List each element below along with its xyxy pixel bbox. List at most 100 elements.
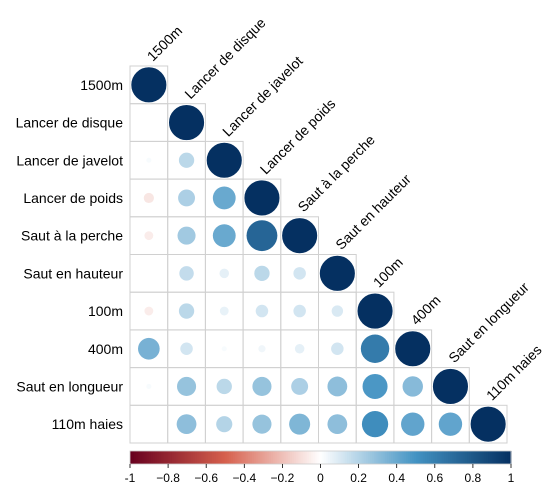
correlation-circle-7-0 xyxy=(138,337,160,360)
colorbar-tick-label: −0.8 xyxy=(156,471,180,485)
colorbar-segment xyxy=(398,451,402,464)
colorbar-segment xyxy=(328,451,331,464)
colorbar-segment xyxy=(415,451,419,464)
colorbar-segment xyxy=(206,451,209,464)
column-label: Saut en longueur xyxy=(445,279,532,366)
colorbar-segment xyxy=(318,451,322,464)
colorbar-segment xyxy=(436,451,440,464)
column-label: Lancer de disque xyxy=(181,14,268,101)
colorbar-segment xyxy=(451,451,455,464)
correlation-circle-9-2 xyxy=(216,416,233,433)
correlation-circle-8-0 xyxy=(146,383,152,390)
colorbar-segment xyxy=(250,451,253,464)
correlation-circle-3-2 xyxy=(212,186,236,210)
colorbar-segment xyxy=(450,451,453,464)
correlation-circle-8-4 xyxy=(291,377,309,395)
colorbar-segment xyxy=(227,451,230,464)
correlation-circle-8-3 xyxy=(252,376,272,397)
colorbar-segment xyxy=(284,451,287,464)
colorbar-segment xyxy=(497,451,501,464)
row-label: Lancer de disque xyxy=(16,115,124,131)
colorbar-segment xyxy=(381,451,384,464)
colorbar-segment xyxy=(215,451,219,464)
colorbar-segment xyxy=(130,451,133,464)
colorbar-segment xyxy=(171,451,175,464)
colorbar-segment xyxy=(183,451,186,464)
row-label: Saut en hauteur xyxy=(23,265,123,281)
correlation-circle-7-6 xyxy=(360,334,390,363)
colorbar-segment xyxy=(143,451,146,464)
colorbar-segment xyxy=(269,451,272,464)
colorbar-segment xyxy=(276,451,280,464)
colorbar-segment xyxy=(316,451,320,464)
colorbar-segment xyxy=(373,451,377,464)
colorbar-segment xyxy=(486,451,489,464)
correlation-circle-1-1 xyxy=(168,104,206,142)
colorbar-tick-label: −0.4 xyxy=(232,471,256,485)
colorbar-segment xyxy=(301,451,304,464)
correlation-circle-7-7 xyxy=(394,330,432,368)
colorbar: -1 −0.8 −0.6 −0.4 −0.2 0 0.2 0.4 0.6 0.8 1 xyxy=(125,450,515,485)
correlation-circle-2-2 xyxy=(205,141,243,179)
colorbar-segment xyxy=(282,451,285,464)
colorbar-segment xyxy=(390,451,394,464)
colorbar-tick-label: −0.6 xyxy=(194,471,218,485)
correlation-circle-6-6 xyxy=(356,292,394,330)
colorbar-segment xyxy=(476,451,480,464)
colorbar-tick-label: 0.4 xyxy=(388,471,405,485)
colorbar-segment xyxy=(349,451,352,464)
colorbar-segment xyxy=(251,451,255,464)
colorbar-segment xyxy=(145,451,148,464)
colorbar-segment xyxy=(149,451,152,464)
grid-cell xyxy=(129,254,169,293)
row-label: Lancer de poids xyxy=(23,190,123,206)
correlation-circle-7-3 xyxy=(258,345,266,353)
colorbar-segment xyxy=(305,451,308,464)
colorbar-segment xyxy=(291,451,295,464)
correlation-circle-7-2 xyxy=(221,346,227,352)
colorbar-segment xyxy=(345,451,348,464)
correlation-circle-6-5 xyxy=(331,305,344,317)
colorbar-segment xyxy=(166,451,169,464)
colorbar-segment xyxy=(366,451,369,464)
colorbar-segment xyxy=(217,451,221,464)
colorbar-segment xyxy=(478,451,482,464)
colorbar-segment xyxy=(248,451,251,464)
colorbar-segment xyxy=(322,451,325,464)
correlation-circle-7-5 xyxy=(331,342,344,355)
correlation-circle-9-7 xyxy=(401,412,425,436)
colorbar-segment xyxy=(469,451,472,464)
column-label: Lancer de javelot xyxy=(219,53,306,140)
colorbar-segment xyxy=(425,451,428,464)
colorbar-segment xyxy=(299,451,303,464)
correlation-circle-8-1 xyxy=(177,376,197,397)
colorbar-segment xyxy=(312,451,316,464)
colorbar-segment xyxy=(219,451,223,464)
column-label: 110m haies xyxy=(483,342,545,404)
colorbar-segment xyxy=(257,451,261,464)
colorbar-segment xyxy=(196,451,200,464)
column-label: 100m xyxy=(370,254,406,290)
correlation-circle-6-1 xyxy=(178,303,195,319)
correlation-circle-2-1 xyxy=(178,152,195,168)
colorbar-segment xyxy=(354,451,358,464)
colorbar-segment xyxy=(326,451,329,464)
colorbar-segment xyxy=(175,451,179,464)
colorbar-segment xyxy=(352,451,356,464)
correlation-circle-3-0 xyxy=(143,192,154,204)
colorbar-tick-label: 1 xyxy=(508,471,515,485)
colorbar-segment xyxy=(459,451,463,464)
row-label: Lancer de javelot xyxy=(16,152,123,168)
colorbar-segment xyxy=(417,451,421,464)
colorbar-segment xyxy=(286,451,289,464)
colorbar-segment xyxy=(259,451,263,464)
colorbar-segment xyxy=(503,451,506,464)
grid-cell xyxy=(468,404,508,444)
colorbar-segment xyxy=(430,451,434,464)
colorbar-segment xyxy=(446,451,449,464)
colorbar-segment xyxy=(402,451,405,464)
column-label: Saut en hauteur xyxy=(332,171,414,253)
correlation-circle-6-2 xyxy=(219,306,229,316)
correlation-circle-4-2 xyxy=(212,224,236,248)
colorbar-segment xyxy=(480,451,484,464)
